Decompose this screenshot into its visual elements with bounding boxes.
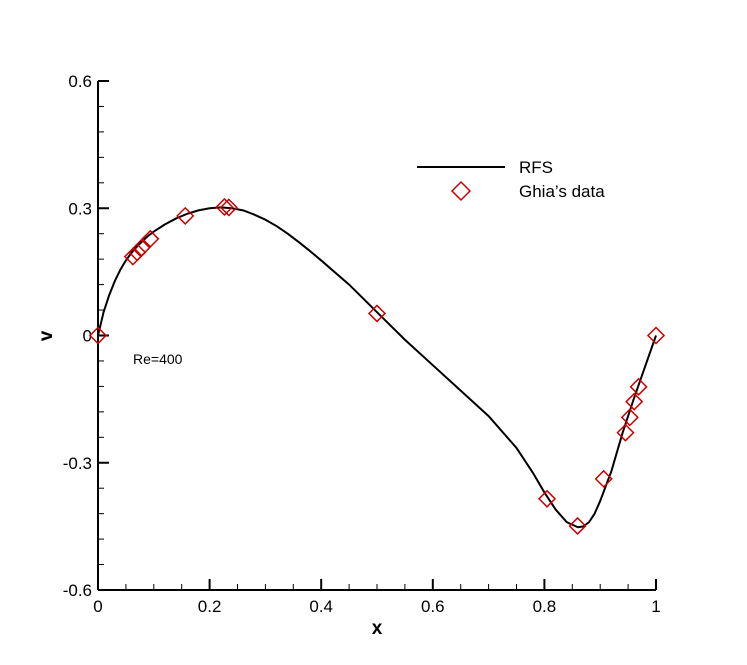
y-tick-label-2: 0	[83, 327, 92, 346]
legend: RFS Ghia’s data	[417, 158, 605, 202]
data-point-ghia-13	[620, 408, 639, 427]
series-line-rfs	[97, 206, 657, 529]
series	[97, 206, 657, 529]
data-point-ghia-11	[594, 469, 613, 488]
y-tick-label-4: -0.6	[63, 581, 92, 600]
data-point-ghia-6	[215, 197, 234, 217]
x-axis-title: x	[372, 618, 383, 639]
x-tick-label-4: 0.8	[533, 597, 557, 616]
axes	[97, 81, 656, 591]
data-point-ghia-12	[616, 423, 635, 442]
data-point-ghia-5	[176, 206, 195, 225]
x-tick-label-5: 1	[651, 597, 660, 616]
x-tick-label-3: 0.6	[421, 597, 445, 616]
ticks: 0 0.2 0.4 0.6 0.8 1 0.6 0.3 0 -0.3 -0.6	[63, 72, 661, 616]
x-tick-label-1: 0.2	[198, 597, 222, 616]
y-axis-title: v	[36, 330, 57, 341]
annotation-re: Re=400	[133, 351, 183, 367]
legend-marker-ghia	[450, 180, 472, 202]
data-point-ghia-7	[219, 198, 238, 217]
y-tick-label-0: 0.6	[68, 72, 92, 91]
data-point-ghia-1	[123, 247, 142, 266]
data-point-ghia-2	[128, 243, 147, 262]
legend-label-ghia: Ghia’s data	[519, 182, 605, 201]
data-point-ghia-8	[367, 304, 387, 323]
data-point-ghia-15	[629, 377, 648, 396]
data-point-ghia-0	[88, 326, 108, 345]
markers	[88, 197, 666, 536]
data-point-ghia-3	[132, 238, 151, 257]
y-tick-label-1: 0.3	[68, 199, 92, 218]
data-point-ghia-16	[646, 326, 666, 345]
x-tick-label-0: 0	[93, 597, 102, 616]
data-point-ghia-9	[537, 489, 557, 508]
data-point-ghia-10	[568, 516, 587, 536]
legend-label-rfs: RFS	[519, 158, 553, 177]
data-point-ghia-4	[141, 229, 160, 248]
data-point-ghia-14	[625, 392, 644, 411]
y-tick-label-3: -0.3	[63, 454, 92, 473]
x-tick-label-2: 0.4	[309, 597, 333, 616]
